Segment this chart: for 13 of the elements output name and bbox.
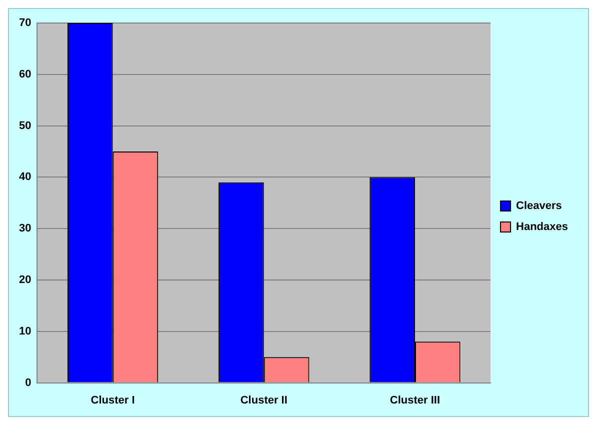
x-tick-label: Cluster II [240, 394, 288, 406]
y-tick-label: 40 [18, 171, 32, 184]
y-tick-label: 10 [18, 325, 32, 338]
x-tick-label: Cluster III [390, 394, 440, 406]
y-tick-label: 20 [18, 274, 32, 286]
y-tick-label: 30 [18, 222, 32, 235]
x-tick-label: Cluster I [90, 394, 135, 406]
y-tick-label: 60 [18, 68, 32, 80]
y-tick-label: 0 [25, 376, 32, 389]
y-tick-label: 50 [18, 120, 32, 132]
y-tick-label: 70 [18, 17, 32, 30]
legend-label: Cleavers [516, 200, 562, 212]
legend-label: Handaxes [516, 221, 568, 234]
